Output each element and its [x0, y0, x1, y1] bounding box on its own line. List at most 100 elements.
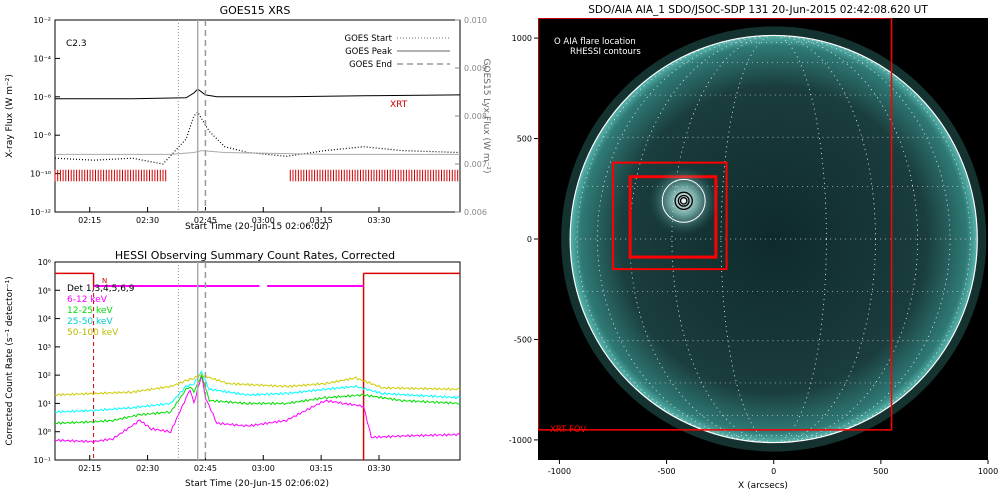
goes-y-tick-label: 10⁻⁴	[33, 54, 51, 63]
goes-lyx-channel	[55, 150, 460, 155]
goes-x-tick-label: 03:15	[310, 216, 333, 225]
hessi-y-tick-label: 10¹	[38, 399, 51, 408]
goes-x-tick-label: 03:00	[252, 216, 275, 225]
hessi-y-tick-label: 10⁵	[38, 286, 51, 295]
goes-yr-tick-label: 0.009	[464, 64, 487, 73]
hessi-y-tick-label: 10⁻¹	[33, 456, 51, 465]
goes-y-tick-label: 10⁻⁶	[33, 93, 51, 102]
rhessi-contour	[661, 178, 706, 223]
hessi-legend-25-50: 25-50 keV	[67, 317, 113, 327]
aia-panel: SDO/AIA AIA_1 SDO/JSOC-SDP 131 20-Jun-20…	[509, 4, 998, 491]
goes-y-right-ticks: 0.010 0.009 0.008 0.007 0.006	[455, 16, 487, 217]
goes-legend-start: GOES Start	[344, 34, 392, 44]
hessi-x-tick-label: 02:30	[136, 464, 159, 473]
aia-y-tick-label: 0	[527, 235, 532, 244]
goes-xrt-coverage	[54, 169, 459, 182]
goes-y-tick-label: 10⁻¹²	[30, 208, 51, 217]
hessi-legend-title: Det 1,3,4,5,6,9	[67, 284, 135, 294]
goes-legend-peak: GOES Peak	[345, 47, 392, 57]
hessi-series-12-25-keV	[54, 372, 461, 425]
goes-yr-tick-label: 0.007	[464, 160, 487, 169]
hessi-series-6-12-keV	[54, 375, 461, 444]
hessi-x-tick-label: 02:45	[194, 464, 217, 473]
goes-ylabel-right: GOES15 Lyx Flux (W m⁻²)	[481, 59, 491, 174]
longitude-line	[720, 35, 827, 443]
aia-y-ticks: 1000 500 0 -500 -1000	[509, 34, 538, 445]
aia-x-tick-label: -500	[657, 467, 675, 476]
hessi-ylabel: Corrected Count Rate (s⁻¹ detector⁻¹)	[5, 276, 15, 445]
goes-markers	[177, 20, 207, 212]
aia-x-ticks: -1000 -500 0 500 1000	[548, 460, 998, 476]
aia-legend-rhessi: RHESSI contours	[570, 47, 641, 57]
goes-x-ticks: 02:15 02:30 02:45 03:00 03:15 03:30	[78, 207, 391, 225]
goes-class-annotation: C2.3	[66, 39, 87, 49]
goes-y-tick-label: 10⁻¹⁰	[30, 170, 51, 179]
hessi-markers	[177, 262, 207, 460]
aia-x-tick-label: 0	[771, 467, 776, 476]
hessi-y-tick-label: 10⁴	[38, 315, 51, 324]
sun-corona	[561, 26, 987, 452]
goes-x-tick-label: 02:45	[194, 216, 217, 225]
sun-disk	[570, 35, 978, 443]
hessi-x-tick-label: 03:30	[367, 464, 390, 473]
hessi-series	[54, 370, 461, 444]
goes-title: GOES15 XRS	[220, 4, 291, 17]
goes-panel: GOES15 XRS 10⁻² 10⁻⁴ 10⁻⁶ 10⁻⁸ 10⁻¹⁰ 10⁻¹² 0.…	[5, 4, 491, 232]
hessi-panel: HESSI Observing Summary Count Rates, Cor…	[5, 249, 461, 489]
goes-frame	[54, 19, 461, 213]
xrt-fov-label: XRT FOV	[550, 425, 586, 435]
hessi-y-ticks: 10⁶ 10⁵ 10⁴ 10³ 10² 10¹ 10⁰ 10⁻¹	[33, 258, 60, 465]
hessi-series-50-100-keV	[54, 373, 461, 397]
rhessi-contour	[674, 191, 693, 211]
xrt-fov-inner-box	[612, 161, 728, 271]
hessi-x-ticks: 02:15 02:30 02:45 03:00 03:15 03:30	[78, 455, 391, 473]
hessi-title: HESSI Observing Summary Count Rates, Cor…	[115, 249, 395, 262]
goes-short-channel	[54, 111, 461, 165]
goes-legend: GOES Start GOES Peak GOES End	[344, 34, 450, 70]
goes-y-tick-label: 10⁻²	[33, 16, 51, 25]
hessi-y-tick-label: 10³	[38, 343, 51, 352]
xrt-fov-outer-box	[538, 18, 893, 431]
hessi-legend-6-12: 6-12 keV	[67, 295, 108, 305]
goes-xlabel: Start Time (20-Jun-15 02:06:02)	[185, 222, 329, 232]
hessi-legend-12-25: 12-25 keV	[67, 306, 113, 316]
goes-x-tick-label: 02:30	[136, 216, 159, 225]
goes-x-tick-label: 02:15	[78, 216, 101, 225]
longitude-line	[629, 35, 919, 443]
aia-legend-flare: O AIA flare location	[554, 37, 636, 47]
aia-y-tick-label: -1000	[509, 436, 532, 445]
goes-x-tick-label: 03:30	[367, 216, 390, 225]
goes-yr-tick-label: 0.008	[464, 112, 487, 121]
goes-ylabel: X-ray Flux (W m⁻²)	[5, 74, 15, 158]
hessi-y-tick-label: 10⁶	[38, 258, 51, 267]
goes-legend-end: GOES End	[349, 60, 392, 70]
goes-yr-tick-label: 0.010	[464, 16, 487, 25]
solar-limb	[569, 34, 978, 444]
aia-y-tick-label: 1000	[512, 34, 532, 43]
aia-xlabel: X (arcsecs)	[738, 481, 788, 491]
rhessi-contour	[677, 194, 690, 207]
aia-y-tick-label: -500	[514, 335, 532, 344]
goes-y-tick-label: 10⁻⁸	[33, 131, 51, 140]
hessi-frame	[54, 261, 461, 461]
hessi-attenuator	[55, 272, 460, 460]
flare-glow	[649, 166, 718, 236]
rhessi-contour	[679, 196, 688, 205]
aia-x-tick-label: 500	[873, 467, 888, 476]
hessi-n-annotation: N	[102, 277, 107, 285]
goes-xrt-annotation: XRT	[390, 100, 408, 110]
hessi-legend: Det 1,3,4,5,6,9 6-12 keV 12-25 keV 25-50…	[67, 284, 135, 338]
hessi-xlabel: Start Time (20-Jun-15 02:06:02)	[185, 479, 329, 489]
hessi-series-25-50-keV	[54, 370, 461, 414]
goes-series	[54, 88, 461, 165]
longitude-line	[671, 35, 876, 443]
aia-title: SDO/AIA AIA_1 SDO/JSOC-SDP 131 20-Jun-20…	[588, 4, 928, 16]
aia-x-tick-label: 1000	[978, 467, 998, 476]
hessi-x-tick-label: 03:15	[310, 464, 333, 473]
hessi-y-tick-label: 10²	[38, 371, 51, 380]
goes-long-channel	[55, 88, 461, 100]
aia-y-tick-label: 500	[517, 135, 532, 144]
goes-yr-tick-label: 0.006	[464, 208, 487, 217]
